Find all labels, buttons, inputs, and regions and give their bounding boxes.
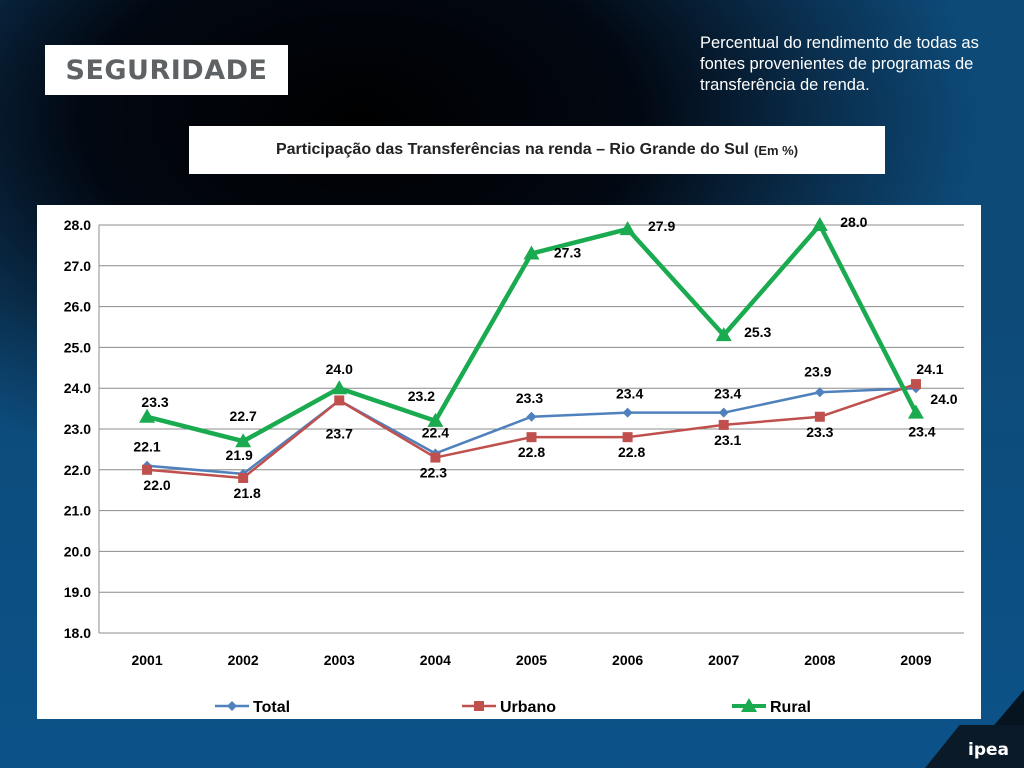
- x-tick-label: 2007: [708, 652, 739, 668]
- data-point-urbano: [526, 432, 537, 443]
- data-label-rural: 23.3: [141, 394, 168, 410]
- data-point-rural: [907, 404, 924, 419]
- data-point-urbano: [334, 395, 345, 406]
- y-tick-label: 20.0: [64, 543, 91, 559]
- y-tick-label: 21.0: [64, 503, 91, 519]
- y-tick-label: 19.0: [64, 584, 91, 600]
- data-label-rural: 24.0: [326, 361, 353, 377]
- chart-title: Participação das Transferências na renda…: [275, 141, 749, 158]
- y-tick-label: 28.0: [64, 217, 91, 233]
- data-label-total: 21.9: [226, 447, 253, 463]
- y-tick-label: 24.0: [64, 380, 91, 396]
- data-point-rural: [427, 412, 444, 427]
- data-label-urbano: 24.1: [916, 361, 943, 377]
- y-tick-label: 23.0: [64, 421, 91, 437]
- y-tick-label: 27.0: [64, 258, 91, 274]
- data-label-rural: 22.7: [230, 408, 257, 424]
- data-point-urbano: [814, 411, 825, 422]
- data-label-urbano: 22.0: [143, 477, 170, 493]
- data-point-urbano: [430, 452, 441, 463]
- data-point-rural: [811, 217, 828, 231]
- x-tick-label: 2003: [324, 652, 355, 668]
- x-tick-label: 2001: [131, 652, 162, 668]
- data-label-urbano: 23.1: [714, 432, 741, 448]
- y-tick-label: 25.0: [64, 339, 91, 355]
- legend-marker-urbano: [474, 701, 484, 711]
- x-tick-label: 2002: [228, 652, 259, 668]
- y-tick-label: 22.0: [64, 462, 91, 478]
- x-tick-label: 2005: [516, 652, 547, 668]
- data-point-urbano: [718, 419, 729, 430]
- data-label-rural: 28.0: [840, 214, 867, 230]
- data-point-total: [718, 407, 729, 418]
- x-tick-label: 2008: [804, 652, 835, 668]
- x-tick-label: 2006: [612, 652, 643, 668]
- data-label-rural: 23.4: [908, 424, 935, 440]
- data-label-total: 22.4: [422, 424, 449, 440]
- data-label-total: 22.1: [133, 439, 160, 455]
- data-label-total: 23.9: [804, 363, 831, 379]
- data-point-rural: [139, 408, 156, 423]
- y-tick-label: 26.0: [64, 299, 91, 315]
- legend-label-total: Total: [253, 699, 290, 716]
- y-tick-label: 18.0: [64, 625, 91, 641]
- corner-decoration: [990, 690, 1024, 730]
- line-chart: 18.0 19.0 20.0 21.0 22.0 23.0 24.0 25.0 26.0 27.0…: [64, 214, 964, 716]
- data-label-rural: 25.3: [744, 324, 771, 340]
- data-label-rural: 27.9: [648, 218, 675, 234]
- data-point-total: [526, 411, 537, 422]
- ipea-logo: ipea: [968, 740, 1009, 760]
- x-tick-label: 2004: [420, 652, 451, 668]
- chart-note: Percentual do rendimento de todas as fon…: [700, 34, 979, 94]
- data-label-urbano: 21.8: [234, 485, 261, 501]
- data-point-rural: [331, 380, 348, 395]
- data-point-total: [622, 407, 633, 418]
- data-point-urbano: [238, 472, 249, 483]
- data-label-total: 23.7: [326, 425, 353, 441]
- data-label-urbano: 22.3: [420, 465, 447, 481]
- data-label-total: 24.0: [930, 391, 957, 407]
- data-label-total: 23.4: [616, 386, 643, 402]
- data-label-rural: 23.2: [408, 388, 435, 404]
- data-label-urbano: 22.8: [518, 444, 545, 460]
- legend-marker-rural: [741, 698, 757, 712]
- legend-label-rural: Rural: [770, 699, 811, 716]
- data-point-urbano: [142, 464, 153, 475]
- data-point-rural: [523, 245, 540, 260]
- data-label-total: 23.4: [714, 386, 741, 402]
- data-label-total: 23.3: [516, 390, 543, 406]
- data-point-urbano: [910, 379, 921, 390]
- data-label-urbano: 22.8: [618, 444, 645, 460]
- data-label-rural: 27.3: [554, 245, 581, 261]
- data-point-rural: [715, 327, 732, 342]
- data-label-urbano: 23.3: [806, 424, 833, 440]
- x-tick-label: 2009: [900, 652, 931, 668]
- data-point-rural: [235, 433, 252, 448]
- section-label: SEGURIDADE: [65, 54, 268, 86]
- data-point-rural: [619, 221, 636, 236]
- legend-marker-total: [227, 701, 237, 711]
- data-point-total: [814, 387, 825, 398]
- chart-panel: 18.0 19.0 20.0 21.0 22.0 23.0 24.0 25.0 26.0 27.0…: [37, 205, 981, 719]
- legend-label-urbano: Urbano: [500, 699, 556, 716]
- section-banner: SEGURIDADE: [45, 45, 288, 95]
- data-point-urbano: [622, 432, 633, 443]
- chart-title-banner: Participação das Transferências na renda…: [189, 126, 885, 174]
- chart-title-unit: (Em %): [754, 142, 799, 158]
